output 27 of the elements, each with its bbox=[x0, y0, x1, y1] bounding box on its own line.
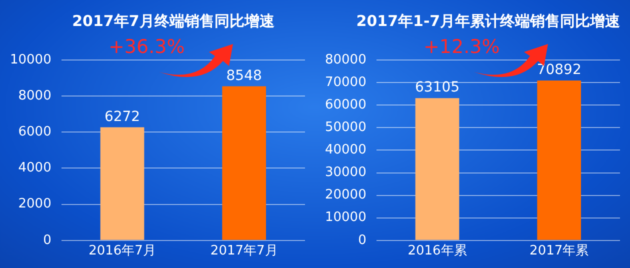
y-tick-label: 6000 bbox=[18, 124, 52, 140]
y-tick-label: 50000 bbox=[324, 120, 366, 136]
y-tick-label: 40000 bbox=[324, 142, 366, 158]
y-tick-label: 80000 bbox=[324, 52, 366, 68]
text: +36.3% bbox=[108, 36, 185, 58]
x-tick-label: 2016年累 bbox=[408, 244, 467, 259]
data-label: 63105 bbox=[414, 80, 460, 96]
x-tick-label: 2016年7月 bbox=[88, 244, 156, 259]
data-label: 70892 bbox=[536, 62, 582, 78]
y-tick-label: 8000 bbox=[18, 88, 52, 104]
y-tick-label: 70000 bbox=[324, 74, 366, 90]
data-label: 8548 bbox=[226, 68, 262, 84]
chart-title: 2017年7月终端销售同比增速 bbox=[72, 12, 276, 30]
y-tick-label: 60000 bbox=[324, 97, 366, 112]
y-tick-label: 0 bbox=[358, 232, 366, 248]
y-tick-label: 10000 bbox=[324, 210, 366, 226]
y-tick-label: 10000 bbox=[10, 52, 52, 68]
data-label: 6272 bbox=[104, 108, 140, 125]
text: +12.3% bbox=[423, 36, 500, 58]
x-tick-label: 2017年7月 bbox=[210, 244, 278, 259]
x-tick-label: 2017年累 bbox=[530, 244, 589, 259]
y-tick-label: 2000 bbox=[18, 196, 52, 212]
y-tick-label: 20000 bbox=[324, 188, 366, 203]
y-tick-label: 4000 bbox=[18, 160, 52, 176]
chart-title: 2017年1-7月年累计终端销售同比增速 bbox=[356, 12, 622, 30]
y-tick-label: 0 bbox=[43, 232, 52, 248]
y-tick-label: 30000 bbox=[324, 165, 366, 180]
